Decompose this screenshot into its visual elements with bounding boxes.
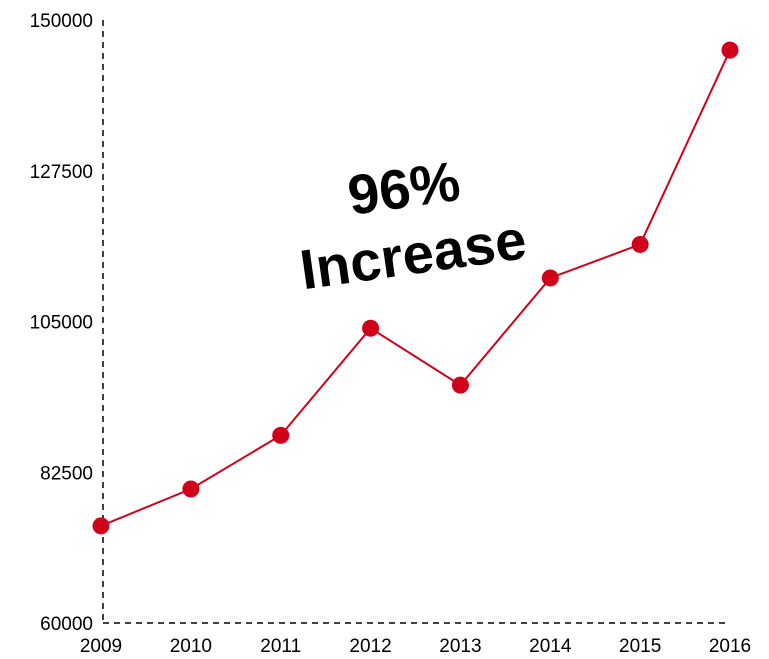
x-tick-labels: 2009 2010 2011 2012 2013 2014 2015 2016 xyxy=(80,636,751,657)
data-point xyxy=(541,269,559,287)
y-tick-label: 60000 xyxy=(40,614,93,635)
data-point xyxy=(272,426,290,444)
x-tick-label: 2009 xyxy=(80,636,122,657)
y-tick-label: 82500 xyxy=(40,463,93,484)
series-line xyxy=(100,49,731,527)
y-tick-label: 127500 xyxy=(30,162,93,183)
data-point xyxy=(362,319,380,337)
x-tick-label: 2016 xyxy=(709,636,751,657)
x-tick-label: 2014 xyxy=(529,636,572,657)
x-tick-label: 2011 xyxy=(260,636,301,657)
x-tick-label: 2012 xyxy=(349,636,391,657)
axes xyxy=(102,20,730,624)
series-layer xyxy=(92,41,739,535)
data-point xyxy=(631,235,649,253)
data-point xyxy=(92,517,110,535)
data-point xyxy=(451,376,469,394)
x-tick-label: 2013 xyxy=(439,636,481,657)
annotation-label: Increase xyxy=(296,207,530,301)
data-point xyxy=(182,480,200,498)
y-tick-label: 150000 xyxy=(30,11,93,32)
x-tick-label: 2010 xyxy=(170,636,212,657)
x-tick-label: 2015 xyxy=(619,636,661,657)
y-tick-label: 105000 xyxy=(30,313,93,334)
data-point xyxy=(721,41,739,59)
y-tick-labels: 60000 82500 105000 127500 150000 xyxy=(30,11,93,635)
annotation-percent: 96% xyxy=(344,149,464,227)
annotation: 96% Increase xyxy=(296,149,530,301)
